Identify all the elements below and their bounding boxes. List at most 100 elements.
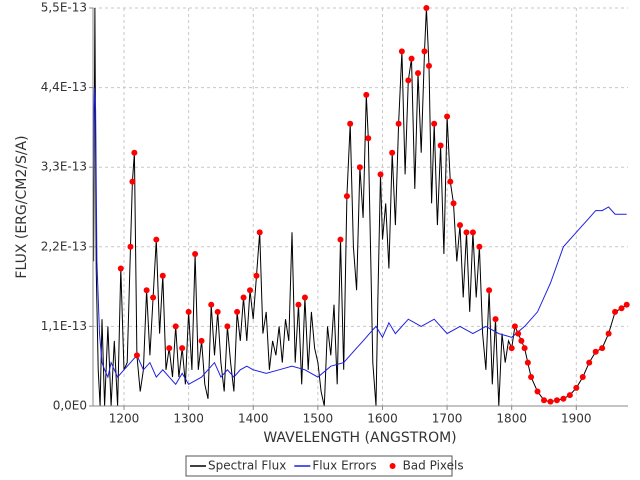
grid: [89, 7, 628, 410]
y-tick-label: 2,2E-13: [41, 239, 87, 253]
bad-pixel: [623, 301, 630, 308]
y-tick-label: 4,4E-13: [41, 80, 87, 94]
bad-pixel: [515, 330, 522, 337]
bad-pixel: [524, 359, 531, 366]
bad-pixel: [253, 272, 260, 279]
bad-pixel: [605, 330, 612, 337]
series-line: [92, 87, 627, 386]
bad-pixel: [143, 287, 150, 294]
bad-pixel: [457, 222, 464, 229]
bad-pixel: [618, 305, 625, 312]
plot-area: [93, 8, 628, 406]
legend-label: Spectral Flux: [208, 459, 286, 473]
bad-pixel: [133, 352, 140, 359]
bad-pixel: [450, 200, 457, 207]
bad-pixel: [337, 236, 344, 243]
bad-pixel: [492, 316, 499, 323]
bad-pixel: [389, 149, 396, 156]
bad-pixel: [566, 392, 573, 399]
bad-pixel: [395, 120, 402, 127]
legend-symbol: [389, 463, 396, 469]
bad-pixel: [421, 48, 428, 55]
bad-pixel: [198, 337, 205, 344]
x-tick-label: 1300: [173, 412, 204, 426]
bad-pixel: [224, 323, 231, 330]
bad-pixel: [131, 149, 138, 156]
bad-pixel: [117, 265, 124, 272]
bad-pixel: [511, 323, 518, 330]
bad-pixel: [444, 113, 451, 120]
series-line: [93, 7, 627, 407]
bad-pixel: [301, 294, 308, 301]
bad-pixel: [234, 308, 241, 315]
bad-pixel: [528, 374, 535, 381]
y-tick-label: 1,1E-13: [41, 319, 87, 333]
x-tick-label: 1700: [432, 412, 463, 426]
bad-pixel: [486, 287, 493, 294]
bad-pixel: [153, 236, 160, 243]
bad-pixel: [185, 308, 192, 315]
bad-pixel: [423, 5, 430, 11]
y-tick-label: 0,0E0: [53, 399, 87, 413]
bad-pixel: [579, 374, 586, 381]
bad-pixel: [377, 171, 384, 178]
bad-pixel: [240, 294, 247, 301]
bad-pixel: [343, 193, 350, 200]
x-tick-label: 1500: [303, 412, 334, 426]
bad-pixel: [365, 135, 372, 142]
bad-pixel: [463, 229, 470, 236]
bad-pixel: [476, 243, 483, 250]
bad-pixel: [172, 323, 179, 330]
bad-pixel: [159, 272, 166, 279]
bad-pixel: [541, 397, 548, 404]
x-axis-title: WAVELENGTH (ANGSTROM): [263, 430, 456, 446]
bad-pixel: [256, 229, 263, 236]
bad-pixel: [508, 345, 515, 352]
bad-pixel: [356, 164, 363, 171]
bad-pixel: [295, 301, 302, 308]
bad-pixel: [521, 345, 528, 352]
bad-pixel: [437, 142, 444, 149]
x-tick-label: 1600: [367, 412, 398, 426]
x-tick-label: 1800: [496, 412, 527, 426]
y-tick-label: 5,5E-13: [41, 1, 87, 15]
bad-pixel: [214, 308, 221, 315]
bad-pixel: [150, 294, 157, 301]
bad-pixel: [469, 229, 476, 236]
legend: [185, 455, 453, 477]
bad-pixel: [560, 395, 567, 402]
bad-pixel: [425, 62, 432, 69]
bad-pixel: [415, 70, 422, 77]
bad-pixel: [127, 243, 134, 250]
y-axis-title: FLUX (ERG/CM2/S/A): [14, 135, 30, 278]
x-tick-label: 1200: [109, 412, 140, 426]
bad-pixel: [612, 308, 619, 315]
bad-pixel: [599, 345, 606, 352]
bad-pixel: [398, 48, 405, 55]
bad-pixel: [547, 398, 554, 405]
bad-pixel: [573, 384, 580, 391]
x-tick-label: 1900: [561, 412, 592, 426]
legend-items: Spectral Flux Flux Errors Bad Pixels: [190, 459, 464, 473]
bad-pixel: [347, 120, 354, 127]
bad-pixel: [129, 178, 136, 185]
bad-pixel: [586, 359, 593, 366]
bad-pixel: [363, 91, 370, 98]
x-tick-label: 1400: [238, 412, 269, 426]
bad-pixel: [192, 251, 199, 258]
bad-pixel: [166, 345, 173, 352]
bad-pixel: [408, 55, 415, 62]
bad-pixel: [518, 337, 525, 344]
legend-label: Bad Pixels: [403, 459, 464, 473]
bad-pixel: [179, 345, 186, 352]
marks: [92, 5, 630, 407]
bad-pixel: [405, 77, 412, 84]
bad-pixel: [447, 178, 454, 185]
bad-pixel: [553, 397, 560, 404]
bad-pixel: [592, 348, 599, 355]
bad-pixel: [247, 287, 254, 294]
legend-label: Flux Errors: [312, 459, 376, 473]
bad-pixel: [534, 388, 541, 395]
bad-pixel: [208, 301, 215, 308]
